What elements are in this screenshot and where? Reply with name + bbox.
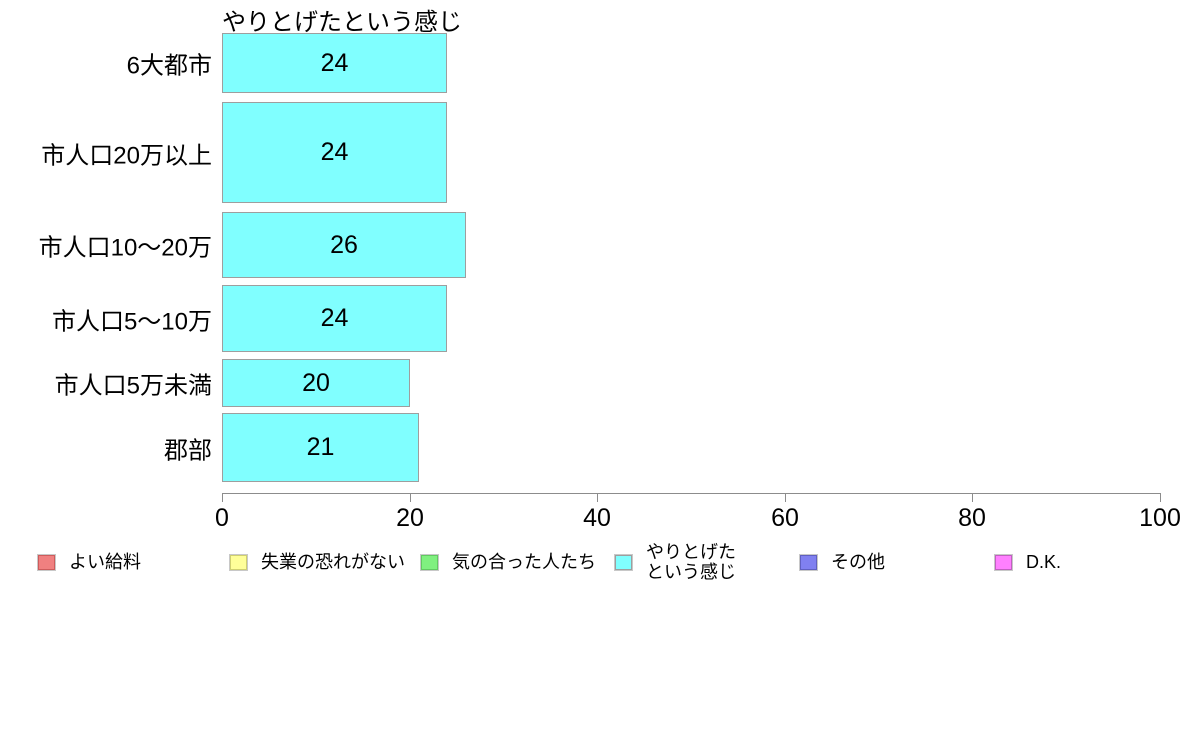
bar-value-label: 21 bbox=[306, 433, 335, 461]
bar-value-label: 24 bbox=[320, 138, 349, 166]
bar-value-label: 24 bbox=[320, 304, 349, 332]
x-axis-tick bbox=[972, 493, 973, 502]
legend-item-label: D.K. bbox=[1026, 552, 1062, 572]
legend-swatch bbox=[421, 554, 438, 570]
legend-item-label: やりとげた という感じ bbox=[646, 542, 736, 582]
category-label: 市人口10〜20万 bbox=[38, 234, 212, 262]
legend-item: 気の合った人たち bbox=[421, 543, 596, 581]
x-axis-tick-label: 100 bbox=[1139, 504, 1181, 532]
legend-swatch bbox=[230, 554, 247, 570]
legend-swatch bbox=[995, 554, 1012, 570]
x-axis-tick bbox=[597, 493, 598, 502]
legend-item: 失業の恐れがない bbox=[230, 543, 405, 581]
bar-value-label: 26 bbox=[330, 230, 358, 259]
legend-item: その他 bbox=[800, 543, 885, 581]
legend-item-label: 気の合った人たち bbox=[452, 552, 596, 572]
bar: 20 bbox=[222, 359, 410, 407]
x-axis-tick-label: 40 bbox=[583, 504, 611, 532]
legend-item: D.K. bbox=[995, 543, 1061, 581]
x-axis-tick-label: 20 bbox=[396, 504, 424, 532]
bar-value-label: 20 bbox=[302, 368, 330, 397]
category-label: 市人口5〜10万 bbox=[51, 308, 212, 335]
category-label: 6大都市 bbox=[126, 52, 212, 80]
legend-item-label: 失業の恐れがない bbox=[261, 552, 405, 572]
legend-item-label: その他 bbox=[831, 552, 885, 572]
category-label: 市人口20万以上 bbox=[41, 142, 212, 169]
bar: 24 bbox=[222, 285, 447, 352]
x-axis-tick bbox=[410, 493, 411, 502]
legend-swatch bbox=[800, 554, 817, 570]
x-axis-tick bbox=[222, 493, 223, 502]
bar: 24 bbox=[222, 102, 447, 203]
chart-title: やりとげたという感じ bbox=[222, 9, 462, 36]
x-axis-tick bbox=[785, 493, 786, 502]
bar: 26 bbox=[222, 212, 466, 278]
x-axis bbox=[222, 493, 1161, 494]
legend-swatch bbox=[38, 554, 55, 570]
legend-swatch bbox=[615, 554, 632, 570]
category-label: 郡部 bbox=[164, 437, 212, 464]
bar: 21 bbox=[222, 413, 419, 482]
x-axis-tick-label: 0 bbox=[215, 504, 229, 532]
legend-item: よい給料 bbox=[38, 543, 141, 581]
x-axis-tick-label: 80 bbox=[958, 504, 986, 532]
x-axis-tick-label: 60 bbox=[771, 504, 799, 532]
bar: 24 bbox=[222, 33, 447, 93]
x-axis-tick bbox=[1160, 493, 1161, 502]
legend-item: やりとげた という感じ bbox=[615, 542, 736, 582]
legend-item-label: よい給料 bbox=[69, 552, 141, 572]
category-label: 市人口5万未満 bbox=[54, 372, 212, 400]
bar-value-label: 24 bbox=[320, 48, 349, 77]
